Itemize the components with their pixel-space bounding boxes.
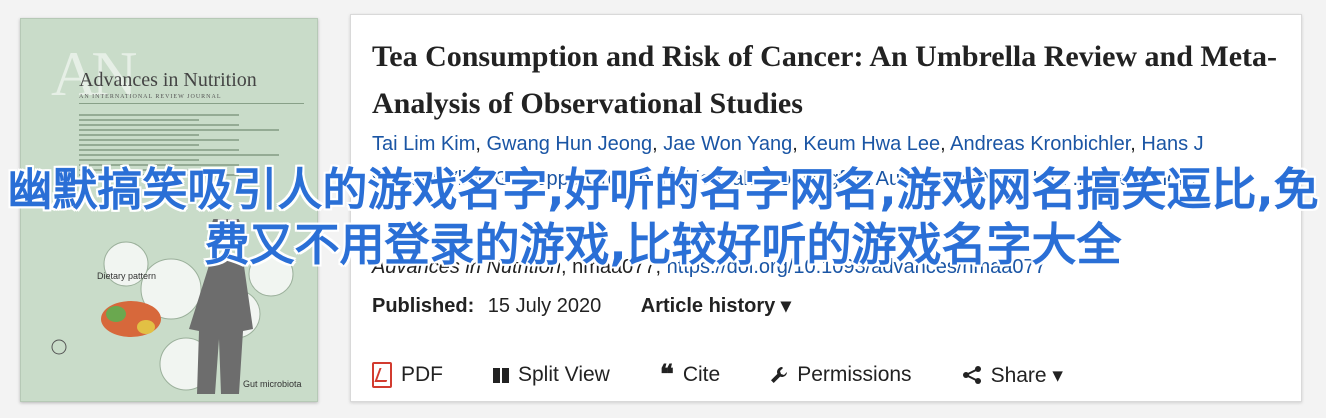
cover-illustration: Dietary pattern Gut microbiota	[21, 211, 317, 401]
split-view-button[interactable]: Split View	[493, 363, 610, 387]
pdf-icon	[372, 362, 392, 388]
author-list: Tai Lim Kim, Gwang Hun Jeong, Jae Won Ya…	[372, 133, 1204, 190]
author-link[interactable]: Giuseppe Grosso	[494, 168, 650, 190]
doi-link[interactable]: https://doi.org/10.1093/advances/nmaa077	[666, 256, 1046, 278]
publication-info: Published: 15 July 2020 Article history …	[372, 293, 791, 318]
author-link[interactable]: Dagfinn Aune	[802, 168, 923, 190]
cover-ghost-letters: AN	[51, 38, 137, 109]
share-dropdown[interactable]: Share ▾	[962, 363, 1063, 388]
author-link[interactable]: Gwang Hun Jeong	[486, 133, 653, 155]
author-link[interactable]: Jong Yeob Kim	[933, 168, 1067, 190]
citation-line: Advances in Nutrition, nmaa077, https://…	[372, 256, 1046, 278]
wrench-icon	[770, 366, 788, 384]
published-date: 15 July 2020	[487, 295, 602, 317]
share-label: Share ▾	[990, 363, 1063, 387]
author-link[interactable]: Tai Lim Kim	[372, 133, 476, 155]
show-more-authors-link[interactable]: ... Show more	[1072, 168, 1196, 190]
author-link[interactable]: Andreas Kronbichler	[950, 133, 1131, 155]
author-link[interactable]: Hans J van der Vliet	[372, 133, 1204, 190]
cover-label-microbiota: Gut microbiota	[243, 379, 302, 389]
author-link[interactable]: Keum Hwa Lee	[803, 133, 941, 155]
permissions-button[interactable]: Permissions	[770, 363, 912, 387]
pdf-button-label: PDF	[401, 363, 443, 386]
permissions-label: Permissions	[797, 363, 912, 386]
article-id: nmaa077	[572, 256, 656, 278]
share-icon	[962, 366, 982, 384]
cover-journal-title: Advances in Nutrition	[79, 69, 257, 91]
cite-label: Cite	[682, 363, 721, 386]
journal-name: Advances in Nutrition	[372, 256, 561, 278]
article-toolbar: PDF Split View ❝ Cite Permissions Share …	[372, 355, 1113, 395]
quote-icon: ❝	[659, 360, 674, 389]
published-label: Published:	[372, 295, 475, 317]
split-view-icon	[493, 367, 509, 383]
author-link[interactable]: Fabio Galvano	[661, 168, 792, 190]
author-link[interactable]: Jae Won Yang	[663, 133, 793, 155]
article-header-card: Tea Consumption and Risk of Cancer: An U…	[350, 14, 1302, 402]
cover-label-diet: Dietary pattern	[97, 271, 156, 281]
journal-cover-image: AN Advances in Nutrition AN INTERNATIONA…	[20, 18, 318, 402]
article-history-dropdown[interactable]: Article history ▾	[640, 295, 791, 317]
cover-contents-lines	[79, 111, 279, 179]
cite-button[interactable]: ❝ Cite	[659, 360, 721, 389]
split-view-label: Split View	[518, 363, 610, 386]
article-title: Tea Consumption and Risk of Cancer: An U…	[372, 40, 1278, 120]
pdf-button[interactable]: PDF	[372, 362, 443, 388]
cover-journal-subtitle: AN INTERNATIONAL REVIEW JOURNAL	[79, 94, 222, 100]
cover-illustration-svg: Dietary pattern Gut microbiota	[51, 211, 302, 394]
cover-divider	[79, 103, 304, 104]
